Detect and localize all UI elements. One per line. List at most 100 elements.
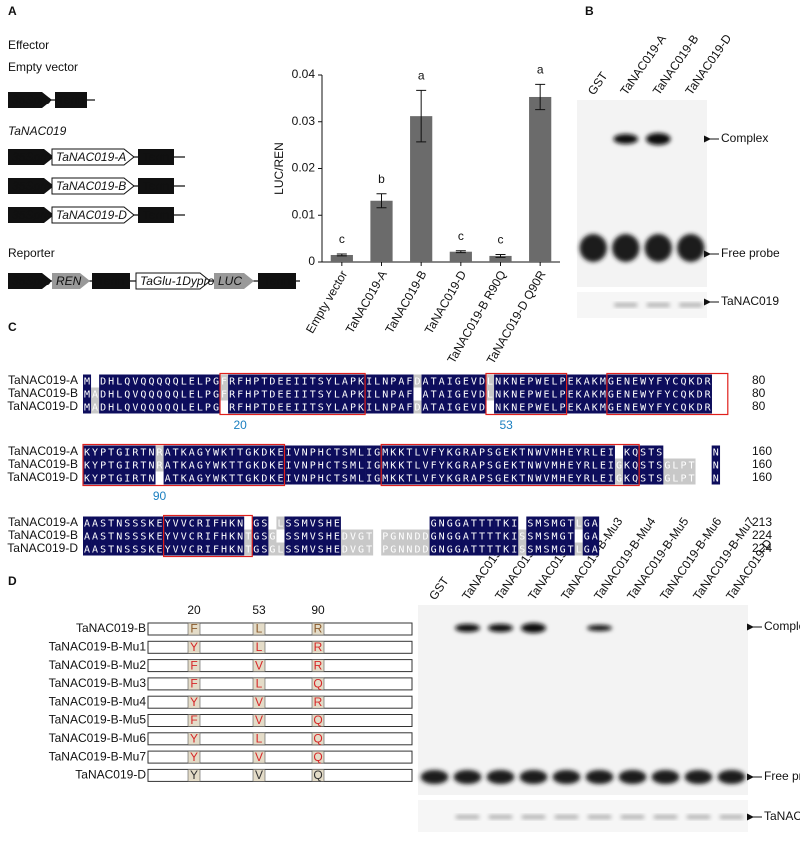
residue-shade — [421, 529, 430, 543]
part-label: 35Spro — [12, 274, 51, 288]
residue-shade — [671, 445, 680, 459]
free-probe-band — [618, 770, 647, 784]
complex-band — [586, 625, 613, 631]
y-tick-label: 0.01 — [292, 207, 316, 221]
residue-shade — [453, 516, 463, 530]
residue-shade — [107, 529, 116, 543]
bar — [449, 251, 472, 262]
residue-shade — [558, 529, 567, 543]
residue-shade — [357, 529, 366, 543]
residue-shade — [324, 374, 334, 388]
sequence-end: 224 — [752, 528, 772, 542]
residue-shade — [461, 458, 471, 472]
error-bar — [455, 250, 466, 254]
residue-shade — [518, 387, 527, 401]
residue-shade — [582, 542, 592, 556]
free-probe-band — [717, 770, 746, 784]
residue-shade — [147, 542, 156, 556]
residue-shade — [445, 400, 455, 414]
residue-shade — [486, 445, 495, 459]
residue-box — [311, 732, 325, 746]
complex-band — [613, 134, 639, 144]
residue-shade — [687, 471, 696, 485]
residue-shade — [429, 516, 438, 530]
residue-shade — [389, 400, 398, 414]
residue-shade — [429, 445, 438, 459]
residue: F — [190, 713, 197, 727]
residue: F — [190, 658, 197, 672]
residue-shade — [244, 529, 253, 543]
gel-image — [418, 605, 748, 795]
residue-shade — [502, 516, 511, 530]
residue-shade — [179, 542, 189, 556]
significance-letter: c — [339, 232, 345, 246]
residue-shade — [534, 445, 543, 459]
residue-shade — [421, 445, 430, 459]
sequence-end: 80 — [752, 399, 766, 413]
residue-shade — [107, 542, 116, 556]
residue-shade — [228, 542, 237, 556]
residue-shade — [220, 387, 229, 401]
residue-shade — [413, 374, 422, 388]
residue-shade — [365, 516, 374, 530]
residue-shade — [598, 400, 608, 414]
residue-shade — [244, 374, 253, 388]
residue: L — [256, 622, 263, 636]
residue-shade — [590, 529, 600, 543]
residue-shade — [316, 529, 326, 543]
residue: V — [255, 768, 263, 782]
residue-shade — [340, 542, 350, 556]
position-label: 53 — [499, 418, 513, 432]
arrow-label: TaNAC019 — [764, 809, 800, 823]
residue-shade — [437, 471, 446, 485]
residue-shade — [260, 529, 269, 543]
arrow-part — [214, 273, 254, 289]
residue-shade — [590, 471, 600, 485]
residue-shade — [131, 400, 140, 414]
residue-shade — [639, 458, 648, 472]
residue: L — [256, 677, 263, 691]
residue-shade — [300, 458, 309, 472]
residue-shade — [83, 400, 92, 414]
residue-shade — [203, 529, 213, 543]
residue-shade — [526, 516, 535, 530]
residue-shade — [236, 445, 245, 459]
residue-shade — [679, 445, 688, 459]
residue-shade — [623, 445, 632, 459]
residue-shade — [518, 471, 527, 485]
residue-shade — [308, 458, 318, 472]
residue-shade — [590, 516, 600, 530]
heading: Effector — [8, 38, 49, 52]
residue-shade — [115, 387, 124, 401]
terminator — [258, 273, 296, 289]
residue-shade — [308, 516, 318, 530]
residue-shade — [526, 529, 535, 543]
residue-shade — [590, 400, 600, 414]
residue-shade — [300, 542, 309, 556]
arrow-part — [52, 273, 90, 289]
lane-label: GST — [426, 574, 452, 603]
residue-shade — [445, 471, 455, 485]
residue-shade — [187, 400, 197, 414]
residue-shade — [486, 516, 495, 530]
residue-shade — [340, 529, 350, 543]
residue-shade — [437, 400, 446, 414]
residue-shade — [502, 458, 511, 472]
position-label: 20 — [233, 418, 247, 432]
residue-shade — [187, 542, 197, 556]
residue-shade — [357, 542, 366, 556]
residue-shade — [276, 387, 285, 401]
residue-shade — [365, 542, 374, 556]
residue: F — [190, 677, 197, 691]
residue-shade — [647, 387, 656, 401]
y-tick-label: 0.03 — [292, 114, 316, 128]
residue-shade — [453, 400, 463, 414]
residue-shade — [292, 458, 301, 472]
residue-shade — [163, 471, 172, 485]
residue-shade — [348, 445, 358, 459]
residue-shade — [373, 400, 382, 414]
residue-shade — [276, 458, 285, 472]
residue-shade — [574, 529, 584, 543]
residue-shade — [695, 445, 704, 459]
residue-shade — [502, 542, 511, 556]
